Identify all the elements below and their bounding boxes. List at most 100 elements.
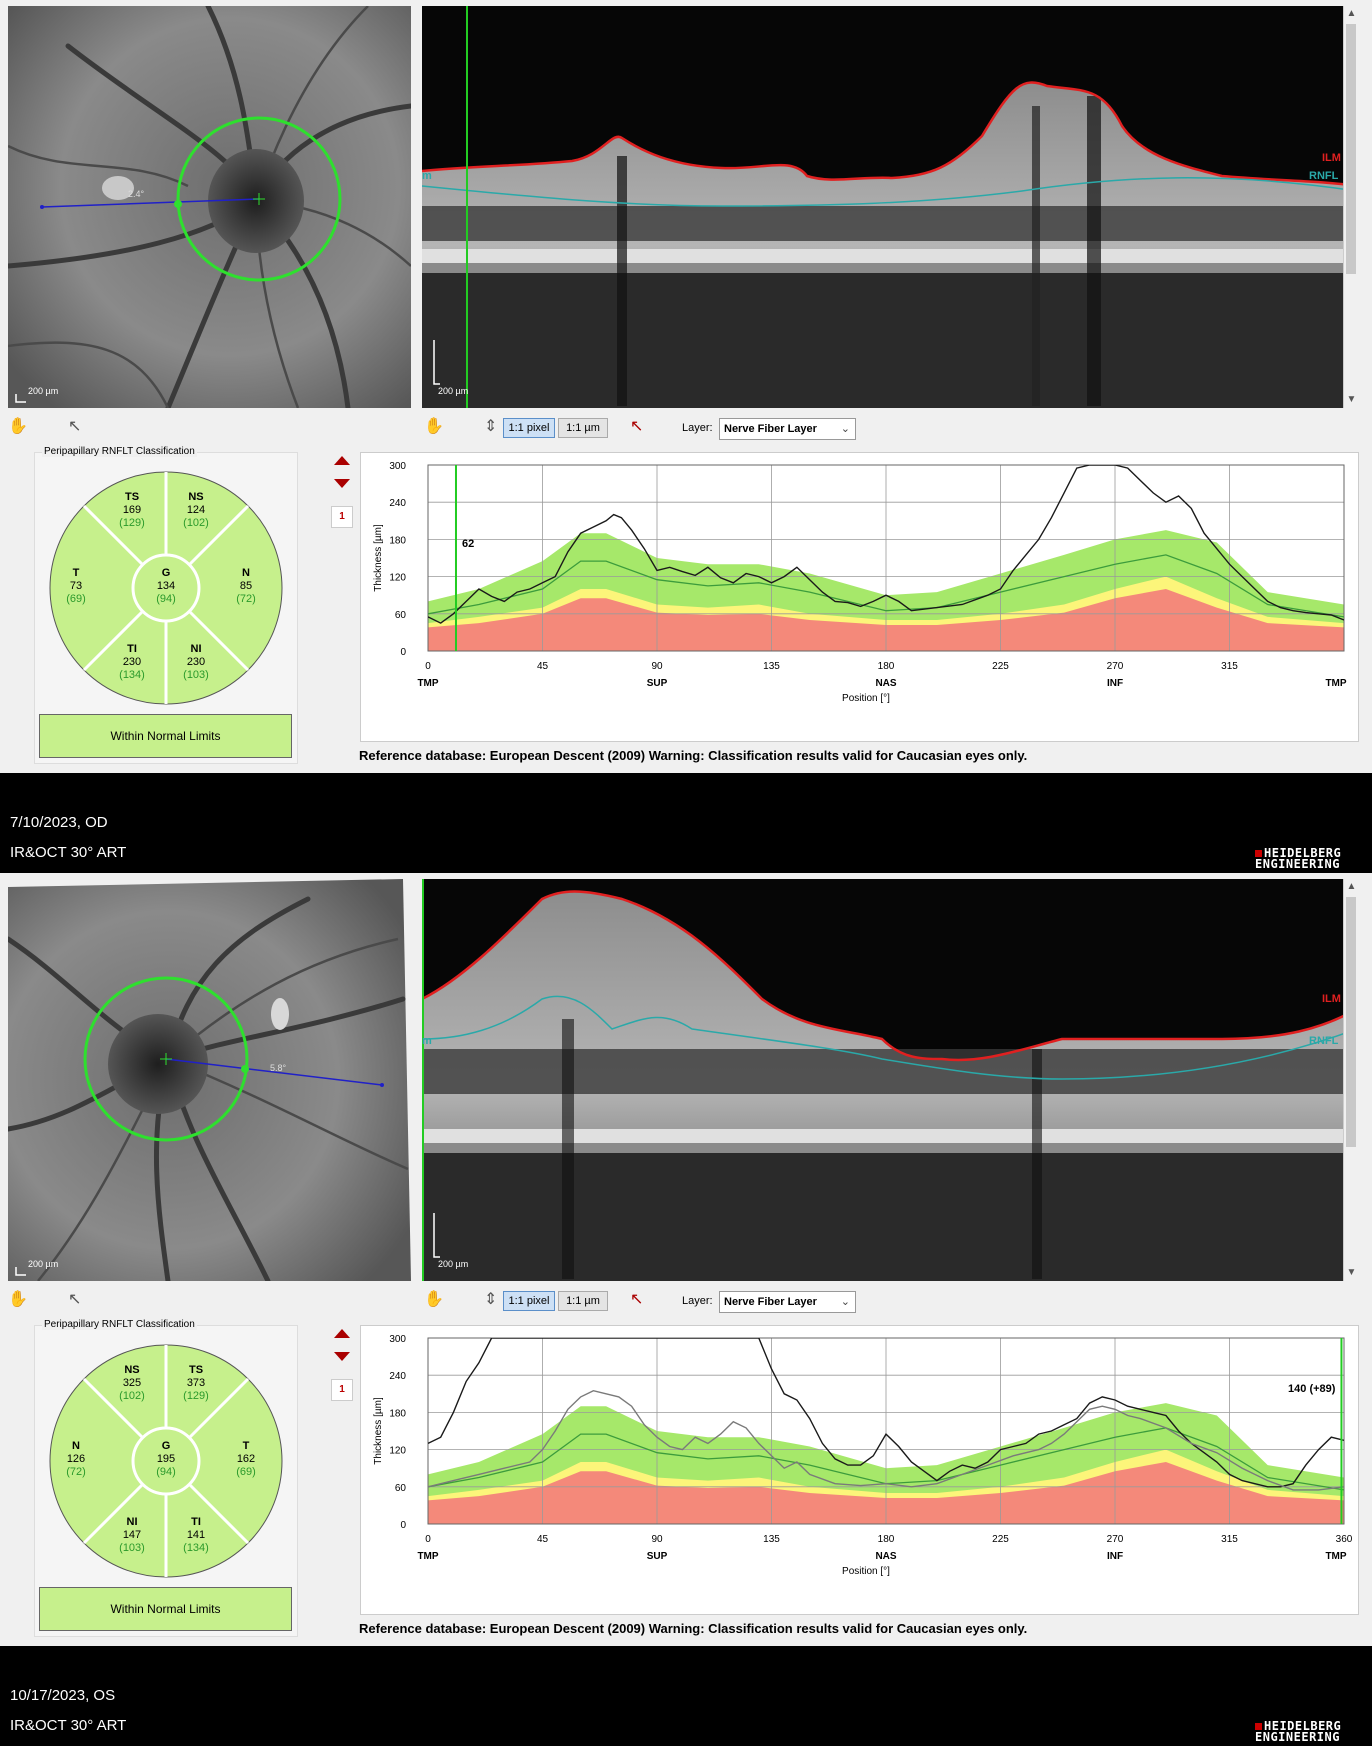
vertical-scale-icon[interactable]: ⇕ [484,1291,498,1308]
layer-select-value: Nerve Fiber Layer [724,423,817,435]
sector-value: 126 [67,1453,85,1465]
sector-ref: (103) [183,669,209,681]
toolbar: ✋ ↖ ✋ ⇕ 1:1 pixel 1:1 µm ↖ Layer: Nerve … [0,412,1372,442]
vertical-scale-icon[interactable]: ⇕ [484,418,498,435]
sector-ref: (102) [119,1390,145,1402]
scroll-up-icon[interactable]: ▲ [1346,8,1357,19]
scroll-up-icon[interactable]: ▲ [1346,881,1357,892]
page-number: 1 [331,1379,353,1401]
sector-value: 85 [240,580,252,592]
brand-line1: HEIDELBERG [1264,846,1342,860]
sector-id: TI [127,643,137,655]
brand-square-icon [1255,1723,1262,1730]
sector-id: T [243,1440,250,1452]
rnfl-left-label: m [422,1035,432,1047]
sector-id: G [162,567,171,579]
region-label: SUP [647,678,668,689]
classification-wheel: NS 325 (102) TS 373 (129) N 126 (72) G 1… [49,1344,283,1578]
fundus-svg [8,6,411,408]
bscan-image[interactable]: 200 µm ILM RNFL m [422,6,1357,408]
classification-title: Peripapillary RNFLT Classification [42,446,197,457]
next-arrow-icon[interactable] [334,1352,350,1361]
region-label: INF [1107,1551,1123,1562]
classification-status-button[interactable]: Within Normal Limits [39,1587,292,1631]
scroll-down-icon[interactable]: ▼ [1346,394,1357,405]
layer-select[interactable]: Nerve Fiber Layer ⌄ [719,1291,856,1313]
bscan-image[interactable]: 200 µm ILM RNFL m [422,879,1357,1281]
previous-arrow-icon[interactable] [334,1329,350,1338]
x-axis-label: Position [°] [842,693,890,704]
fundus-scale-label: 200 µm [28,1259,59,1269]
sector-ref: (129) [183,1390,209,1402]
scroll-thumb[interactable] [1346,24,1356,274]
fundus-distance-label: 5.8° [270,1063,287,1073]
sector-value: 141 [187,1529,205,1541]
region-label: SUP [647,1551,668,1562]
y-tick-label: 180 [389,535,406,546]
x-axis-label: Position [°] [842,1566,890,1577]
bscan-scrollbar[interactable]: ▲ ▼ [1343,6,1358,408]
bscan-scrollbar[interactable]: ▲ ▼ [1343,879,1358,1281]
pixel-scale-button[interactable]: 1:1 pixel [503,1291,555,1311]
hand-icon[interactable]: ✋ [8,418,28,435]
thickness-series-line [428,465,1344,624]
bscan-svg [422,6,1357,408]
sector-value: 162 [237,1453,255,1465]
sector-value: 325 [123,1377,141,1389]
scroll-thumb[interactable] [1346,897,1356,1147]
bscan-scale-label: 200 µm [438,386,469,396]
y-tick-label: 240 [389,1371,406,1382]
layer-edit-icon[interactable]: ↖ [630,418,644,435]
rnfl-label: RNFL [1309,1035,1339,1047]
y-tick-label: 120 [389,1446,406,1457]
layer-label: Layer: [682,1295,713,1307]
micron-scale-button[interactable]: 1:1 µm [558,418,608,438]
fundus-image[interactable]: 200 µm 5.8° [8,879,411,1281]
sector-value: 230 [123,656,141,668]
y-tick-label: 240 [389,498,406,509]
hand-icon[interactable]: ✋ [424,418,444,435]
classification-title: Peripapillary RNFLT Classification [42,1319,197,1330]
x-tick-label: 45 [537,661,549,672]
sector-ref: (129) [119,517,145,529]
previous-arrow-icon[interactable] [334,456,350,465]
x-tick-label: 0 [425,661,431,672]
sector-id: TI [191,1516,201,1528]
sector-id: N [72,1440,80,1452]
sector-id: N [242,567,250,579]
pointer-icon[interactable]: ↖ [68,1291,82,1308]
x-tick-label: 270 [1107,1534,1124,1545]
hand-icon[interactable]: ✋ [8,1291,28,1308]
sector-id: TS [189,1364,203,1376]
classification-status-button[interactable]: Within Normal Limits [39,714,292,758]
x-tick-label: 0 [425,1534,431,1545]
fundus-image[interactable]: 200 µm 2.4° [8,6,411,408]
thickness-series-line [428,1338,1344,1488]
chevron-down-icon: ⌄ [840,1296,850,1308]
micron-scale-button[interactable]: 1:1 µm [558,1291,608,1311]
x-tick-label: 135 [763,1534,780,1545]
x-tick-label: 225 [992,1534,1009,1545]
x-tick-label: 180 [878,661,895,672]
layer-edit-icon[interactable]: ↖ [630,1291,644,1308]
cursor-value-label: 62 [462,538,474,550]
pixel-scale-button[interactable]: 1:1 pixel [503,418,555,438]
y-tick-label: 300 [389,461,406,472]
fundus-distance-label: 2.4° [128,189,145,199]
hand-icon[interactable]: ✋ [424,1291,444,1308]
sector-ref: (72) [66,1466,86,1478]
plot-frame [427,1337,1345,1525]
region-label: TMP [1325,678,1346,689]
sector-id: T [73,567,80,579]
region-label: TMP [417,1551,438,1562]
y-tick-label: 120 [389,573,406,584]
next-arrow-icon[interactable] [334,479,350,488]
thickness-chart: 62 0 60 120 180 240 300 0 45 90 135 180 225 270 315 TMP… [373,461,1347,704]
y-tick-label: 60 [395,610,407,621]
pointer-icon[interactable]: ↖ [68,418,82,435]
sector-id: G [162,1440,171,1452]
y-tick-label: 0 [400,647,406,658]
brand-logo: HEIDELBERG ENGINEERING [1255,846,1342,870]
layer-select[interactable]: Nerve Fiber Layer ⌄ [719,418,856,440]
scroll-down-icon[interactable]: ▼ [1346,1267,1357,1278]
